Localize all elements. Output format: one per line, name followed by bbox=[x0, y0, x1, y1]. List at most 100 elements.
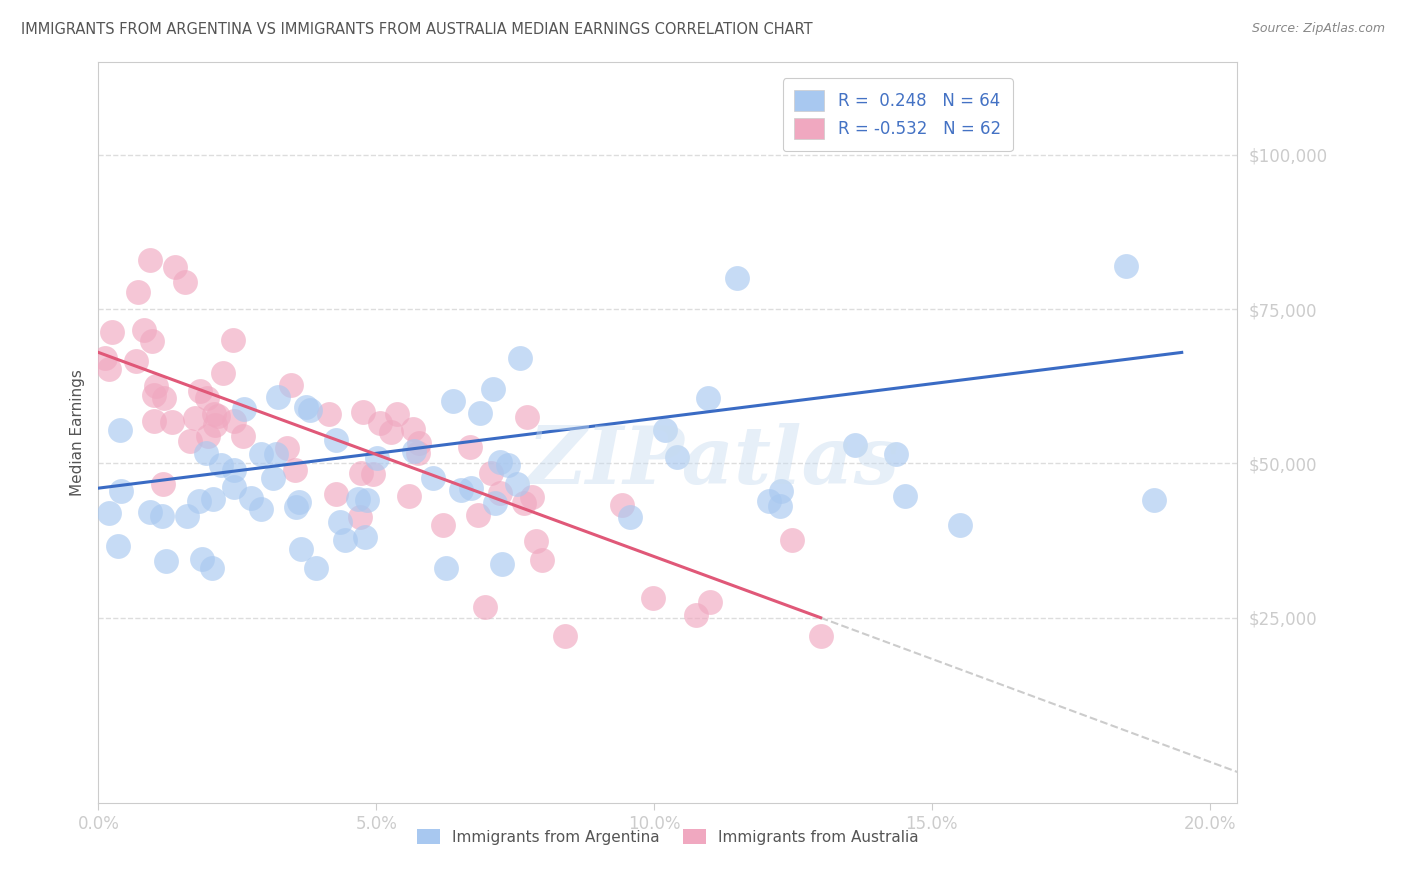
Point bbox=[145, 379, 167, 393]
Point bbox=[100, 326, 122, 340]
Point bbox=[488, 455, 510, 469]
Point bbox=[665, 450, 688, 465]
Text: IMMIGRANTS FROM ARGENTINA VS IMMIGRANTS FROM AUSTRALIA MEDIAN EARNINGS CORRELATI: IMMIGRANTS FROM ARGENTINA VS IMMIGRANTS … bbox=[21, 22, 813, 37]
Point bbox=[194, 446, 217, 460]
Point bbox=[401, 421, 423, 435]
Point bbox=[406, 446, 429, 460]
Point bbox=[770, 483, 793, 498]
Point bbox=[758, 494, 780, 508]
Point bbox=[284, 463, 307, 477]
Point bbox=[188, 384, 211, 398]
Point bbox=[249, 502, 271, 516]
Point bbox=[366, 450, 388, 465]
Point bbox=[288, 494, 311, 508]
Point bbox=[176, 508, 198, 523]
Point bbox=[276, 441, 298, 455]
Point bbox=[468, 406, 491, 420]
Point bbox=[262, 470, 284, 484]
Point bbox=[264, 447, 287, 461]
Point bbox=[305, 561, 328, 575]
Point bbox=[98, 506, 121, 520]
Text: ZIPatlas: ZIPatlas bbox=[527, 424, 900, 501]
Text: Source: ZipAtlas.com: Source: ZipAtlas.com bbox=[1251, 22, 1385, 36]
Point bbox=[516, 410, 538, 425]
Point bbox=[290, 541, 312, 556]
Point bbox=[474, 599, 496, 614]
Point bbox=[489, 485, 512, 500]
Point bbox=[333, 533, 356, 548]
Point bbox=[685, 607, 707, 622]
Point bbox=[353, 405, 375, 419]
Point bbox=[222, 333, 245, 347]
Point bbox=[325, 487, 347, 501]
Point bbox=[612, 498, 634, 512]
Point bbox=[107, 539, 129, 553]
Point bbox=[496, 458, 519, 473]
Point bbox=[524, 534, 547, 549]
Point bbox=[197, 429, 219, 443]
Point bbox=[232, 429, 254, 443]
Point bbox=[188, 494, 211, 508]
Point bbox=[484, 496, 506, 510]
Point bbox=[505, 477, 527, 491]
Point bbox=[780, 533, 803, 548]
Point bbox=[204, 417, 226, 432]
Point bbox=[209, 458, 232, 473]
Point bbox=[207, 409, 229, 424]
Point bbox=[110, 483, 132, 498]
Point bbox=[139, 253, 162, 268]
Point bbox=[222, 414, 245, 428]
Point bbox=[141, 334, 163, 349]
Point bbox=[467, 508, 489, 522]
Point bbox=[153, 391, 176, 405]
Point bbox=[143, 414, 166, 428]
Point bbox=[380, 425, 402, 439]
Point bbox=[619, 510, 641, 524]
Point bbox=[127, 285, 149, 300]
Point bbox=[432, 518, 454, 533]
Point bbox=[155, 554, 177, 568]
Point bbox=[948, 518, 970, 533]
Point bbox=[202, 407, 225, 421]
Point bbox=[183, 411, 205, 425]
Point bbox=[404, 443, 426, 458]
Point bbox=[222, 463, 245, 477]
Point bbox=[482, 382, 505, 396]
Point bbox=[654, 423, 676, 437]
Point bbox=[385, 407, 408, 421]
Point bbox=[1115, 259, 1137, 273]
Point bbox=[725, 271, 748, 285]
Point bbox=[195, 391, 218, 405]
Point bbox=[697, 391, 720, 405]
Point bbox=[460, 481, 482, 495]
Point bbox=[108, 423, 131, 437]
Y-axis label: Median Earnings: Median Earnings bbox=[69, 369, 84, 496]
Point bbox=[201, 561, 224, 575]
Point bbox=[142, 387, 165, 401]
Point bbox=[491, 557, 513, 571]
Point bbox=[356, 493, 378, 508]
Point bbox=[280, 378, 302, 392]
Point bbox=[354, 529, 377, 543]
Point bbox=[222, 480, 245, 494]
Point bbox=[267, 390, 290, 404]
Point bbox=[361, 467, 384, 481]
Point bbox=[810, 629, 832, 643]
Point bbox=[152, 476, 174, 491]
Point bbox=[318, 407, 340, 421]
Point bbox=[139, 505, 162, 519]
Point bbox=[554, 629, 576, 643]
Point bbox=[191, 552, 214, 566]
Point bbox=[441, 393, 464, 408]
Point bbox=[479, 466, 502, 480]
Point bbox=[329, 515, 352, 529]
Point bbox=[422, 470, 444, 484]
Point bbox=[844, 438, 866, 452]
Point bbox=[232, 402, 254, 417]
Point bbox=[349, 510, 371, 524]
Point bbox=[285, 500, 308, 515]
Point bbox=[641, 591, 664, 605]
Point bbox=[298, 403, 321, 417]
Point bbox=[346, 492, 368, 507]
Point bbox=[408, 436, 430, 450]
